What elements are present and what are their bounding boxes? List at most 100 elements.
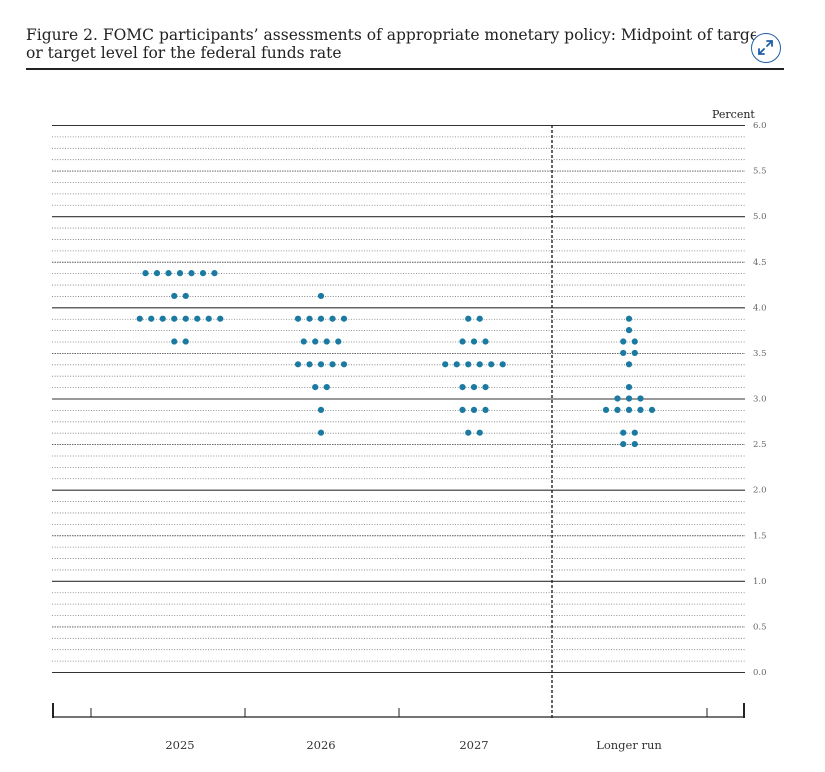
participant-dot xyxy=(470,338,478,345)
participant-dot xyxy=(488,361,495,368)
expand-button[interactable] xyxy=(751,33,781,63)
participant-dot xyxy=(165,270,172,277)
participant-dot xyxy=(294,361,302,368)
participant-dot xyxy=(159,315,166,322)
participant-dot xyxy=(340,361,348,368)
figure-caption: Figure 2. FOMC participants’ assessments… xyxy=(26,26,756,62)
participant-dot xyxy=(625,327,633,334)
participant-dot xyxy=(306,315,313,322)
participant-dot xyxy=(625,395,633,402)
participant-dot xyxy=(323,338,330,345)
participant-dot xyxy=(631,349,638,357)
participant-dot xyxy=(300,338,307,345)
participant-dot xyxy=(335,338,342,345)
participant-dot xyxy=(329,361,336,368)
y-tick-label: 2.0 xyxy=(753,486,767,496)
y-tick-label: 1.0 xyxy=(753,577,767,587)
participant-dot xyxy=(317,406,325,413)
participant-dot xyxy=(317,361,325,368)
participant-dot xyxy=(476,315,483,322)
participant-dot xyxy=(317,315,325,322)
participant-dot xyxy=(323,384,330,391)
x-tick-label: 2027 xyxy=(459,738,488,752)
participant-dot xyxy=(499,361,506,368)
y-tick-label: 5.0 xyxy=(753,212,767,222)
participant-dot xyxy=(182,338,189,345)
participant-dot xyxy=(211,270,218,277)
x-tick-label: 2025 xyxy=(165,738,194,752)
participant-dot xyxy=(317,429,325,436)
participant-dot xyxy=(312,338,319,345)
participant-dot xyxy=(317,292,325,300)
participant-dot xyxy=(453,361,460,368)
participant-dot xyxy=(620,338,627,345)
participant-dot xyxy=(465,361,472,368)
participant-dot xyxy=(648,406,656,413)
participant-dot xyxy=(620,429,627,436)
participant-dot xyxy=(171,292,178,300)
participant-dot xyxy=(459,338,466,345)
caption-line-1: Figure 2. FOMC participants’ assessments… xyxy=(26,26,756,44)
participant-dot xyxy=(199,270,207,277)
participant-dot xyxy=(631,440,638,448)
y-tick-label: 5.5 xyxy=(753,167,767,177)
participant-dot xyxy=(625,406,633,413)
participant-dot xyxy=(312,384,319,391)
participant-dot xyxy=(182,292,189,300)
y-tick-label: 1.5 xyxy=(753,531,767,541)
participant-dot xyxy=(306,361,313,368)
participant-dot xyxy=(614,406,621,413)
participant-dot xyxy=(459,384,466,391)
participant-dot xyxy=(171,338,178,345)
caption-divider xyxy=(26,68,784,70)
participant-dot xyxy=(294,315,302,322)
participant-dot xyxy=(476,429,483,436)
expand-icon xyxy=(758,40,773,55)
participant-dot xyxy=(637,395,644,402)
y-tick-label: 3.5 xyxy=(753,349,767,359)
participant-dot xyxy=(194,315,201,322)
y-axis-label: Percent xyxy=(712,108,755,121)
y-tick-label: 4.0 xyxy=(753,303,767,313)
participant-dot xyxy=(217,315,224,322)
participant-dot xyxy=(602,406,610,413)
y-tick-label: 4.5 xyxy=(753,258,767,268)
participant-dot xyxy=(625,315,633,322)
x-tick-label: 2026 xyxy=(306,738,335,752)
y-tick-label: 6.0 xyxy=(753,121,767,131)
participant-dot xyxy=(637,406,644,413)
participant-dot xyxy=(470,384,478,391)
participant-dot xyxy=(182,315,189,322)
participant-dot xyxy=(142,270,149,277)
participant-dot xyxy=(620,440,627,448)
x-tick-label: Longer run xyxy=(596,738,662,752)
participant-dot xyxy=(482,384,489,391)
participant-dot xyxy=(176,270,184,277)
participant-dot xyxy=(340,315,348,322)
y-tick-label: 0.5 xyxy=(753,622,767,632)
participant-dot xyxy=(148,315,155,322)
y-tick-label: 2.5 xyxy=(753,440,767,450)
participant-dot xyxy=(631,429,638,436)
participant-dot xyxy=(631,338,638,345)
participant-dot xyxy=(620,349,627,357)
participant-dot xyxy=(465,429,472,436)
participant-dot xyxy=(136,315,143,322)
participant-dot xyxy=(482,338,489,345)
participant-dot xyxy=(329,315,336,322)
caption-line-2: or target level for the federal funds ra… xyxy=(26,44,342,62)
participant-dot xyxy=(482,406,489,413)
participant-dot xyxy=(465,315,472,322)
participant-dot xyxy=(614,395,621,402)
participant-dot xyxy=(205,315,212,322)
y-tick-label: 3.0 xyxy=(753,395,767,405)
participant-dot xyxy=(625,384,633,391)
participant-dot xyxy=(459,406,466,413)
y-tick-label: 0.0 xyxy=(753,668,767,678)
participant-dot xyxy=(470,406,478,413)
participant-dot xyxy=(171,315,178,322)
participant-dot xyxy=(442,361,449,368)
participant-dot xyxy=(476,361,483,368)
participant-dot xyxy=(188,270,195,277)
